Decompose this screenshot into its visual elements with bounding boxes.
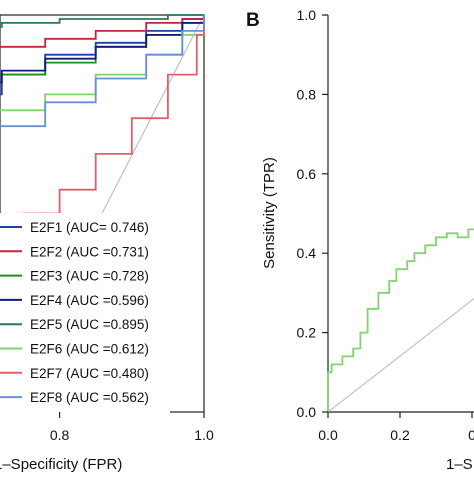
legend-entry: E2F4 (AUC =0.596) <box>30 293 149 308</box>
panel-b-y-ticks: 0.0 0.2 0.4 0.6 0.8 1.0 <box>297 7 328 420</box>
panel-a-x-axis-label: 1–Specificity (FPR) <box>0 456 122 473</box>
legend-entry: E2F1 (AUC= 0.746) <box>30 220 149 235</box>
y-tick-label: 1.0 <box>297 7 317 23</box>
panel-a-legend: E2F1 (AUC= 0.746) E2F2 (AUC =0.731) E2F3 (… <box>0 213 170 413</box>
series-line-8 <box>0 15 205 128</box>
series-line-2 <box>0 15 205 48</box>
y-tick-label: 0.6 <box>297 166 317 182</box>
y-tick-label: 0.8 <box>297 86 317 102</box>
legend-entry: E2F6 (AUC =0.612) <box>30 342 149 357</box>
panel-a: E2F1 (AUC= 0.746) E2F2 (AUC =0.731) E2F3 (… <box>0 14 214 473</box>
legend-entry: E2F2 (AUC =0.731) <box>30 244 149 259</box>
panel-b-x-ticks: 0.0 0.2 0 <box>318 412 474 443</box>
panel-b-label: B <box>246 10 260 31</box>
legend-entry: E2F7 (AUC =0.480) <box>30 366 149 381</box>
series-line-5 <box>0 14 204 28</box>
series-line-3 <box>0 15 205 76</box>
legend-entry: E2F8 (AUC =0.562) <box>30 390 149 405</box>
panel-b-series-lines <box>327 228 474 412</box>
panel-a-x-ticks: 0.60.81.0 <box>50 412 214 443</box>
panel-b: B 0.0 0.2 0.4 0.6 0.8 1.0 0.0 0.2 0 Sensitivity… <box>246 7 474 473</box>
legend-background <box>0 213 170 413</box>
panel-b-reference-diagonal <box>327 298 474 413</box>
x-tick-label: 0 <box>468 427 474 443</box>
x-tick-label: 0.8 <box>50 427 70 443</box>
x-tick-label: 1.0 <box>194 427 214 443</box>
x-tick-label: 0.0 <box>318 427 338 443</box>
y-tick-label: 0.4 <box>297 245 317 261</box>
panel-b-y-axis-label: Sensitivity (TPR) <box>261 157 278 269</box>
legend-entry: E2F3 (AUC =0.728) <box>30 269 149 284</box>
panel-b-x-axis-label: 1–S <box>446 456 473 473</box>
series-line-1 <box>0 15 205 96</box>
y-tick-label: 0.2 <box>297 325 317 341</box>
y-tick-label: 0.0 <box>297 404 317 420</box>
legend-entry: E2F5 (AUC =0.895) <box>30 317 149 332</box>
series-line-4 <box>0 15 205 84</box>
panel-b-series-line <box>327 228 474 412</box>
x-tick-label: 0.2 <box>390 427 410 443</box>
